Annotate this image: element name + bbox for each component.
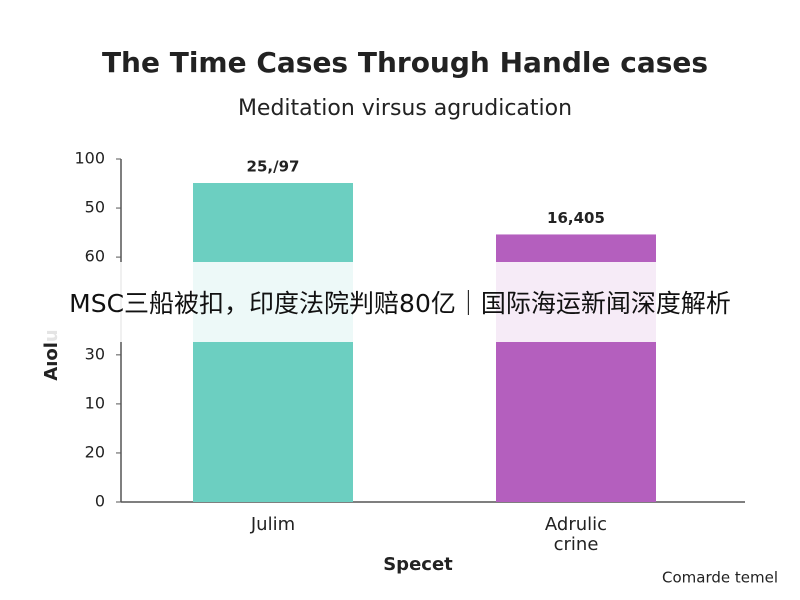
x-axis-label: Specet (383, 554, 453, 575)
chart-title: The Time Cases Through Handle cases (102, 46, 708, 79)
y-tick-label: 100 (74, 149, 105, 168)
bar-annotation: 25,/97 (247, 158, 300, 176)
chart-subtitle: Meditation virsus agrudication (238, 96, 572, 121)
bar-annotation: 16,405 (547, 209, 605, 227)
y-tick-label: 50 (85, 198, 105, 217)
footer: Comarde temel (662, 569, 778, 587)
bar (193, 183, 353, 502)
y-tick-label: 0 (95, 492, 105, 511)
y-tick-label: 10 (85, 393, 105, 412)
y-axis-label: Aıolu (41, 329, 62, 380)
banner: MSC三船被扣，印度法院判赔80亿｜国际海运新闻深度解析 (0, 262, 800, 342)
y-tick-label: 30 (85, 344, 105, 363)
x-tick-label: Adrulic crine (544, 514, 608, 555)
y-tick-label: 20 (85, 442, 105, 461)
x-tick-label: Julim (250, 514, 296, 535)
y-tick-label: 60 (85, 247, 105, 266)
